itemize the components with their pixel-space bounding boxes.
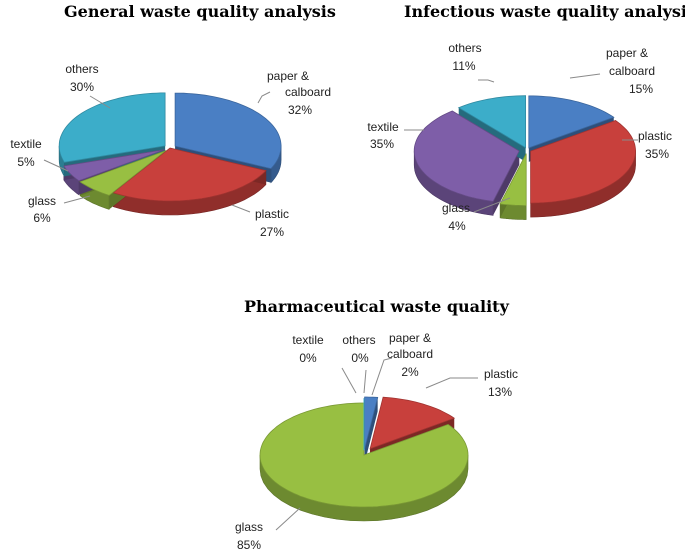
leader-line-paper-and-calboard	[257, 91, 271, 104]
label-textile: textile	[10, 137, 42, 151]
pie-chart-3: paper & calboard 2% plastic 13% glass 85% texti…	[235, 331, 518, 552]
leader-line-glass	[473, 197, 511, 213]
pie-chart-2: paper & calboard 15% plastic 35% glass 4% texti…	[367, 41, 672, 233]
slice-textile	[63, 149, 165, 182]
label-paper-and-calboard-line-1: paper &	[389, 331, 431, 345]
pie-chart-1: paper & calboard 32% plastic 27% glass 6% texti…	[10, 62, 331, 239]
label-plastic: plastic	[484, 367, 518, 381]
slice-plastic	[530, 120, 637, 204]
slice-glass	[79, 150, 167, 196]
value-plastic: 13%	[488, 385, 512, 399]
slice-glass	[499, 153, 527, 207]
slice-others	[457, 95, 526, 149]
leader-line-glass	[275, 507, 301, 531]
label-plastic: plastic	[255, 207, 289, 221]
value-plastic: 35%	[645, 147, 669, 161]
slice-paper-and-calboard	[528, 95, 615, 149]
label-glass: glass	[235, 520, 263, 534]
label-paper-and-calboard-line-2: calboard	[387, 347, 433, 361]
value-textile: 0%	[299, 351, 317, 365]
label-others: others	[342, 333, 375, 347]
slice-wall-textile	[493, 151, 520, 216]
value-others: 11%	[452, 59, 475, 73]
value-glass: 4%	[448, 219, 466, 233]
value-others: 0%	[351, 351, 369, 365]
leader-line-others	[89, 95, 111, 109]
label-textile: textile	[367, 120, 399, 134]
slice-plastic	[112, 147, 267, 202]
leader-line-paper-and-calboard	[569, 73, 601, 79]
label-paper-and-calboard-line-2: calboard	[285, 85, 331, 99]
label-paper-and-calboard-line-1: paper &	[267, 69, 309, 83]
value-glass: 85%	[237, 538, 261, 552]
slice-plastic	[369, 396, 456, 450]
leader-line-others	[478, 79, 495, 83]
value-others: 30%	[70, 80, 94, 94]
label-plastic: plastic	[638, 129, 672, 143]
chart-title-pharmaceutical: Pharmaceutical waste quality	[244, 297, 509, 316]
value-textile: 5%	[17, 155, 35, 169]
leader-line-others	[363, 369, 367, 394]
leader-line-plastic	[425, 377, 478, 389]
slice-others	[58, 92, 166, 163]
leader-line-plastic	[231, 204, 251, 213]
label-paper-and-calboard-line-2: calboard	[609, 64, 655, 78]
value-textile: 35%	[370, 137, 394, 151]
value-plastic: 27%	[260, 225, 284, 239]
leader-line-textile	[341, 367, 357, 394]
label-textile: textile	[292, 333, 324, 347]
value-glass: 6%	[33, 211, 51, 225]
label-glass: glass	[28, 194, 56, 208]
chart-title-infectious: Infectious waste quality analysis	[404, 2, 685, 21]
slice-paper-and-calboard	[174, 92, 282, 170]
leader-line-textile	[43, 159, 69, 172]
value-paper-and-calboard: 2%	[401, 365, 419, 379]
value-paper-and-calboard: 15%	[629, 82, 653, 96]
label-others: others	[65, 62, 98, 76]
slice-wall-paper-and-calboard	[364, 397, 378, 464]
label-glass: glass	[442, 201, 470, 215]
label-others: others	[448, 41, 481, 55]
slice-paper-and-calboard	[364, 396, 379, 450]
label-paper-and-calboard-line-1: paper &	[606, 46, 648, 60]
value-paper-and-calboard: 32%	[288, 103, 312, 117]
chart-title-general: General waste quality analysis	[64, 2, 336, 21]
leader-line-paper-and-calboard	[371, 357, 393, 396]
leader-line-glass	[63, 195, 91, 204]
slice-glass	[259, 402, 469, 508]
slice-textile	[413, 110, 520, 202]
